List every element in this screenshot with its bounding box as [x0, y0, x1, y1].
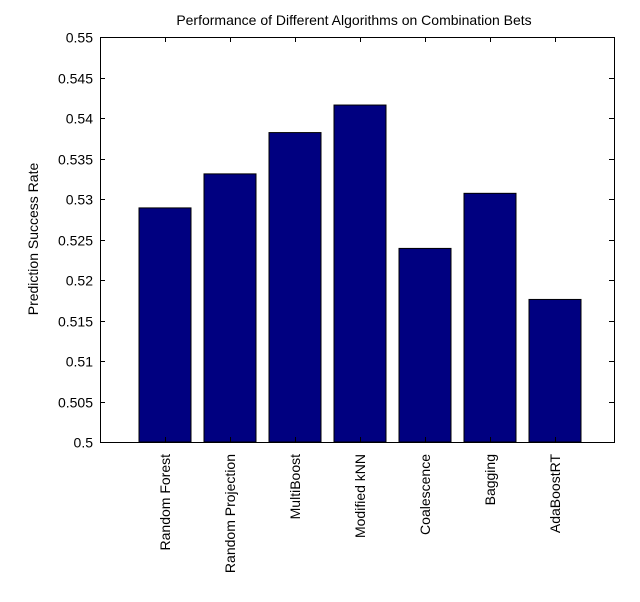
y-ticks-group: 0.5 0.505 0.51 0.515 0.52 0.525 0.53 0.535 0.54 0… [58, 30, 614, 451]
x-tick-label: Modified kNN [352, 454, 368, 538]
bar-modified-knn [333, 104, 387, 443]
y-tick-label: 0.55 [66, 30, 93, 46]
x-tick-label: Bagging [482, 454, 498, 505]
y-tick-label: 0.535 [58, 152, 93, 168]
y-axis-label: Prediction Success Rate [25, 163, 41, 316]
bar-multiboost [268, 132, 322, 443]
x-tick-label: Coalescence [417, 454, 433, 535]
y-tick-label: 0.5 [74, 435, 94, 451]
bar-random-forest [138, 207, 192, 443]
x-tick-label: AdaBoostRT [547, 454, 563, 534]
y-tick-label: 0.53 [66, 192, 93, 208]
x-tick-label: Random Projection [222, 454, 238, 573]
bar-random-projection [203, 173, 257, 443]
y-tick-label: 0.525 [58, 233, 93, 249]
y-tick-label: 0.54 [66, 111, 93, 127]
y-tick-label: 0.52 [66, 273, 93, 289]
y-tick-label: 0.51 [66, 354, 93, 370]
y-tick-label: 0.505 [58, 395, 93, 411]
bar-bagging [463, 192, 517, 443]
chart-title: Performance of Different Algorithms on C… [176, 12, 531, 28]
bar-adaboostrt [528, 298, 582, 443]
x-tick-label: MultiBoost [287, 454, 303, 519]
x-ticks-group: Random Forest Random Projection MultiBoost… [157, 37, 563, 573]
y-tick-label: 0.545 [58, 71, 93, 87]
bar-coalescence [398, 247, 452, 443]
bars-group [138, 104, 582, 443]
y-tick-label: 0.515 [58, 314, 93, 330]
x-tick-label: Random Forest [157, 454, 173, 551]
